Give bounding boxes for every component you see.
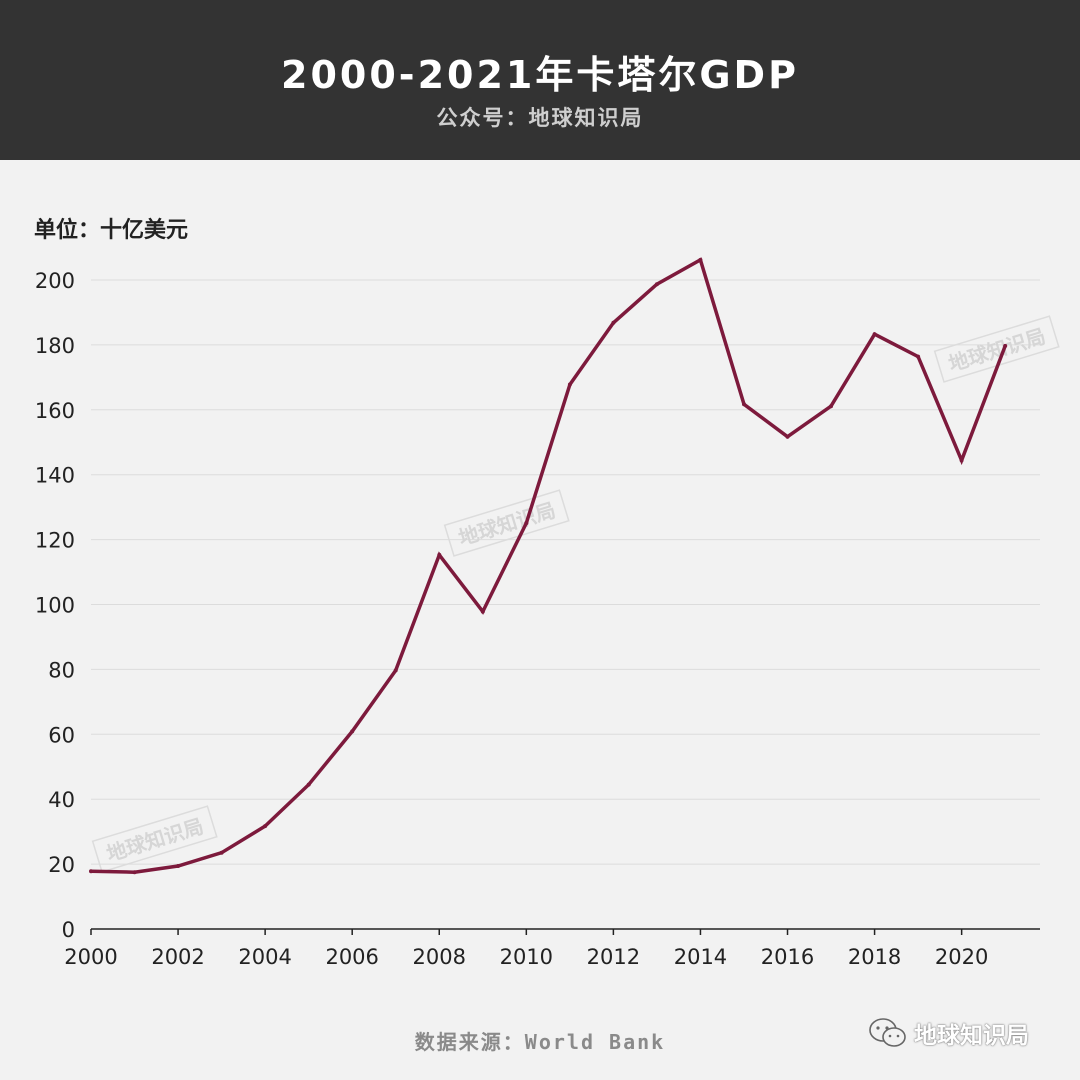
x-tick-label: 2016 <box>761 945 814 969</box>
x-tick-label: 2018 <box>848 945 901 969</box>
gdp-data-point <box>829 404 833 409</box>
gdp-data-point <box>132 870 137 875</box>
gdp-data-point <box>524 521 529 526</box>
watermark: 地球知识局 <box>443 489 570 557</box>
gdp-data-point <box>698 257 703 262</box>
unit-label: 单位：十亿美元 <box>34 218 189 243</box>
chart-title: 2000-2021年卡塔尔GDP <box>281 53 799 97</box>
gdp-data-point <box>176 864 181 868</box>
gdp-data-point <box>263 824 268 829</box>
gdp-data-point <box>306 782 311 787</box>
x-tick-label: 2004 <box>238 945 291 969</box>
gdp-data-point <box>654 282 659 287</box>
x-tick-label: 2000 <box>64 945 117 969</box>
x-tick-label: 2012 <box>587 945 640 969</box>
brand-name: 地球知识局 <box>914 1023 1029 1049</box>
series-layer <box>89 257 1008 875</box>
gdp-data-point <box>959 458 964 463</box>
x-tick-label: 2020 <box>935 945 988 969</box>
x-tick-label: 2002 <box>151 945 204 969</box>
y-tick-label: 100 <box>35 594 75 618</box>
y-tick-label: 60 <box>48 723 75 747</box>
gdp-data-point <box>916 354 921 359</box>
x-tick-label: 2006 <box>325 945 378 969</box>
y-tick-label: 20 <box>48 853 75 877</box>
y-tick-label: 180 <box>35 334 75 358</box>
axes: 0 20 40 60 80 100 120 140 160 180 200 2000 2002 2004 2… <box>35 269 1040 969</box>
data-source: 数据来源：World Bank <box>414 1030 666 1054</box>
x-tick-label: 2008 <box>413 945 466 969</box>
gdp-data-point <box>393 668 398 673</box>
y-tick-label: 0 <box>62 918 75 942</box>
chart-subtitle: 公众号：地球知识局 <box>436 106 644 130</box>
y-tick-label: 80 <box>48 658 75 682</box>
gdp-data-point <box>437 552 442 557</box>
gdp-data-point <box>89 869 93 874</box>
gridlines <box>91 279 1040 865</box>
y-tick-label: 40 <box>48 788 75 812</box>
x-tick-label: 2010 <box>500 945 553 969</box>
gdp-data-point <box>785 434 790 439</box>
gdp-data-point <box>742 402 746 407</box>
brand-mark: 地球知识局 <box>868 1016 1029 1050</box>
gdp-data-point <box>219 850 224 855</box>
gdp-data-point <box>1003 343 1008 348</box>
y-tick-label: 140 <box>35 464 75 488</box>
gdp-series-line <box>90 257 1007 874</box>
y-tick-label: 160 <box>35 399 75 423</box>
gdp-data-point <box>567 382 572 387</box>
header-banner: 2000-2021年卡塔尔GDP 公众号：地球知识局 <box>0 0 1080 160</box>
y-tick-label: 200 <box>35 269 75 293</box>
gdp-data-point <box>480 609 485 614</box>
gdp-data-point <box>872 332 877 337</box>
y-tick-label: 120 <box>35 529 75 553</box>
gdp-data-point <box>611 320 616 325</box>
watermark: 地球知识局 <box>91 805 218 873</box>
wechat-icon <box>869 1018 906 1047</box>
gdp-data-point <box>350 729 355 734</box>
x-tick-label: 2014 <box>674 945 727 969</box>
